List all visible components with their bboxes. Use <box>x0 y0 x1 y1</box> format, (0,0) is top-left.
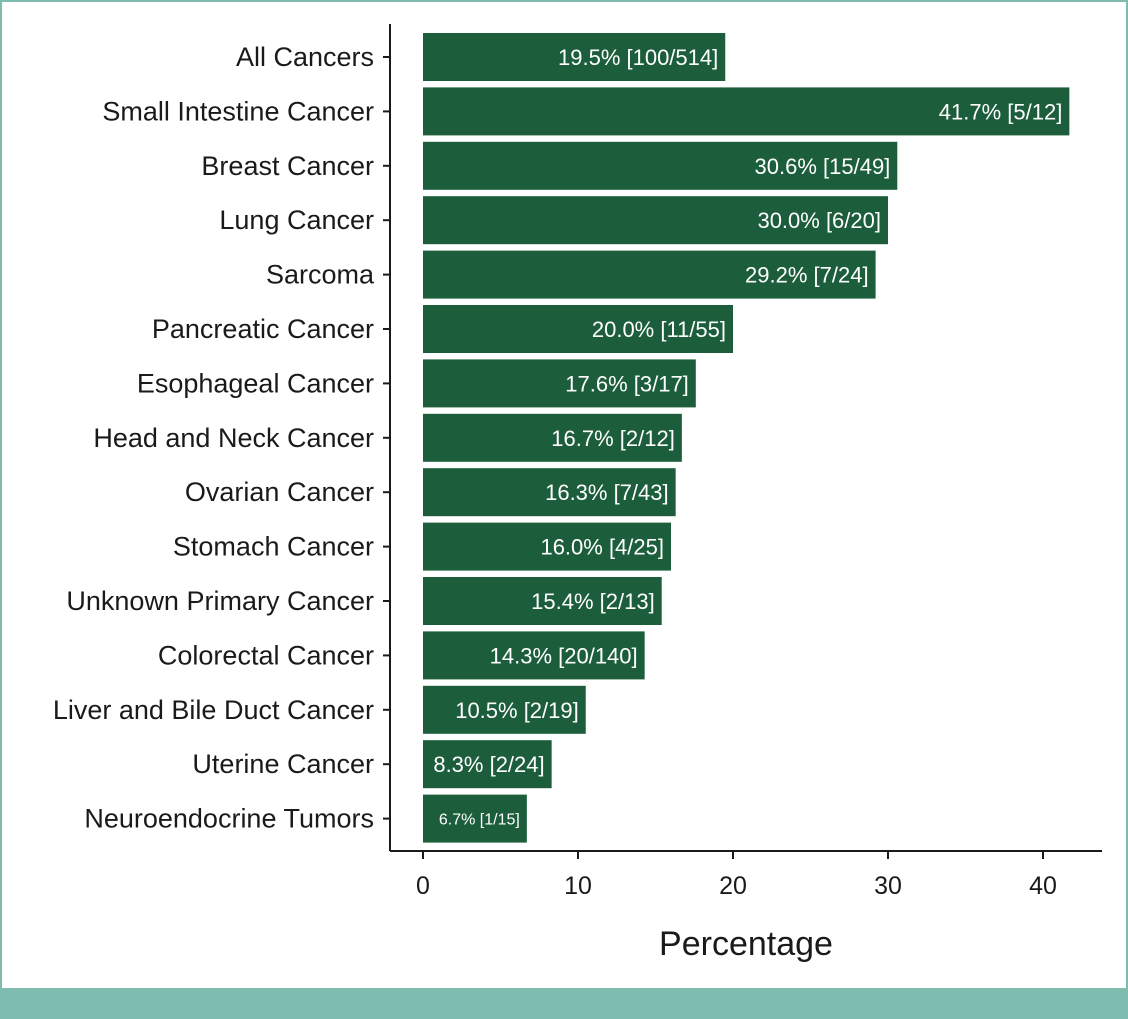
category-label: Ovarian Cancer <box>185 477 374 507</box>
category-label: Liver and Bile Duct Cancer <box>53 695 374 725</box>
bar <box>423 250 876 299</box>
data-label: 16.3% [7/43] <box>545 480 669 505</box>
data-label: 30.6% [15/49] <box>755 154 891 179</box>
data-label: 41.7% [5/12] <box>939 99 1063 124</box>
category-label: All Cancers <box>236 42 374 72</box>
data-label: 16.7% [2/12] <box>551 426 675 451</box>
bar <box>423 468 676 517</box>
x-tick-label: 20 <box>719 872 747 900</box>
data-label: 16.0% [4/25] <box>540 535 664 560</box>
bar <box>423 413 682 462</box>
x-tick-label: 30 <box>874 872 902 900</box>
category-label: Uterine Cancer <box>192 749 374 779</box>
category-label: Pancreatic Cancer <box>152 314 374 344</box>
category-label: Unknown Primary Cancer <box>66 586 374 616</box>
data-label: 15.4% [2/13] <box>531 589 655 614</box>
bar <box>423 359 696 408</box>
bar <box>423 522 671 571</box>
data-label: 14.3% [20/140] <box>490 643 638 668</box>
bar <box>423 577 662 625</box>
category-label: Head and Neck Cancer <box>93 423 374 453</box>
category-label: Stomach Cancer <box>173 532 374 562</box>
category-label: Esophageal Cancer <box>137 368 374 398</box>
data-label: 29.2% [7/24] <box>745 263 869 288</box>
bar <box>423 87 1070 136</box>
footer-band <box>0 988 1128 1019</box>
category-label: Neuroendocrine Tumors <box>84 804 374 834</box>
bar <box>423 196 888 245</box>
category-label: Lung Cancer <box>219 205 374 235</box>
category-label: Small Intestine Cancer <box>102 96 374 126</box>
category-label: Colorectal Cancer <box>158 640 374 670</box>
bar <box>423 631 645 680</box>
category-label: Sarcoma <box>266 260 375 290</box>
category-label: Breast Cancer <box>201 151 374 181</box>
data-label: 8.3% [2/24] <box>433 752 544 777</box>
data-label: 19.5% [100/514] <box>558 45 718 70</box>
bar <box>423 305 733 353</box>
data-label: 6.7% [1/15] <box>439 812 520 829</box>
bar <box>423 685 586 734</box>
bar <box>423 740 552 789</box>
bar <box>423 33 726 81</box>
bar <box>423 794 527 843</box>
data-label: 17.6% [3/17] <box>565 371 689 396</box>
data-label: 20.0% [11/55] <box>592 317 726 342</box>
data-label: 30.0% [6/20] <box>757 208 881 233</box>
x-tick-label: 10 <box>564 872 592 900</box>
bar <box>423 141 898 190</box>
x-tick-label: 0 <box>416 872 430 900</box>
x-axis-title: Percentage <box>659 925 833 963</box>
data-label: 10.5% [2/19] <box>455 698 579 723</box>
x-tick-label: 40 <box>1029 872 1057 900</box>
